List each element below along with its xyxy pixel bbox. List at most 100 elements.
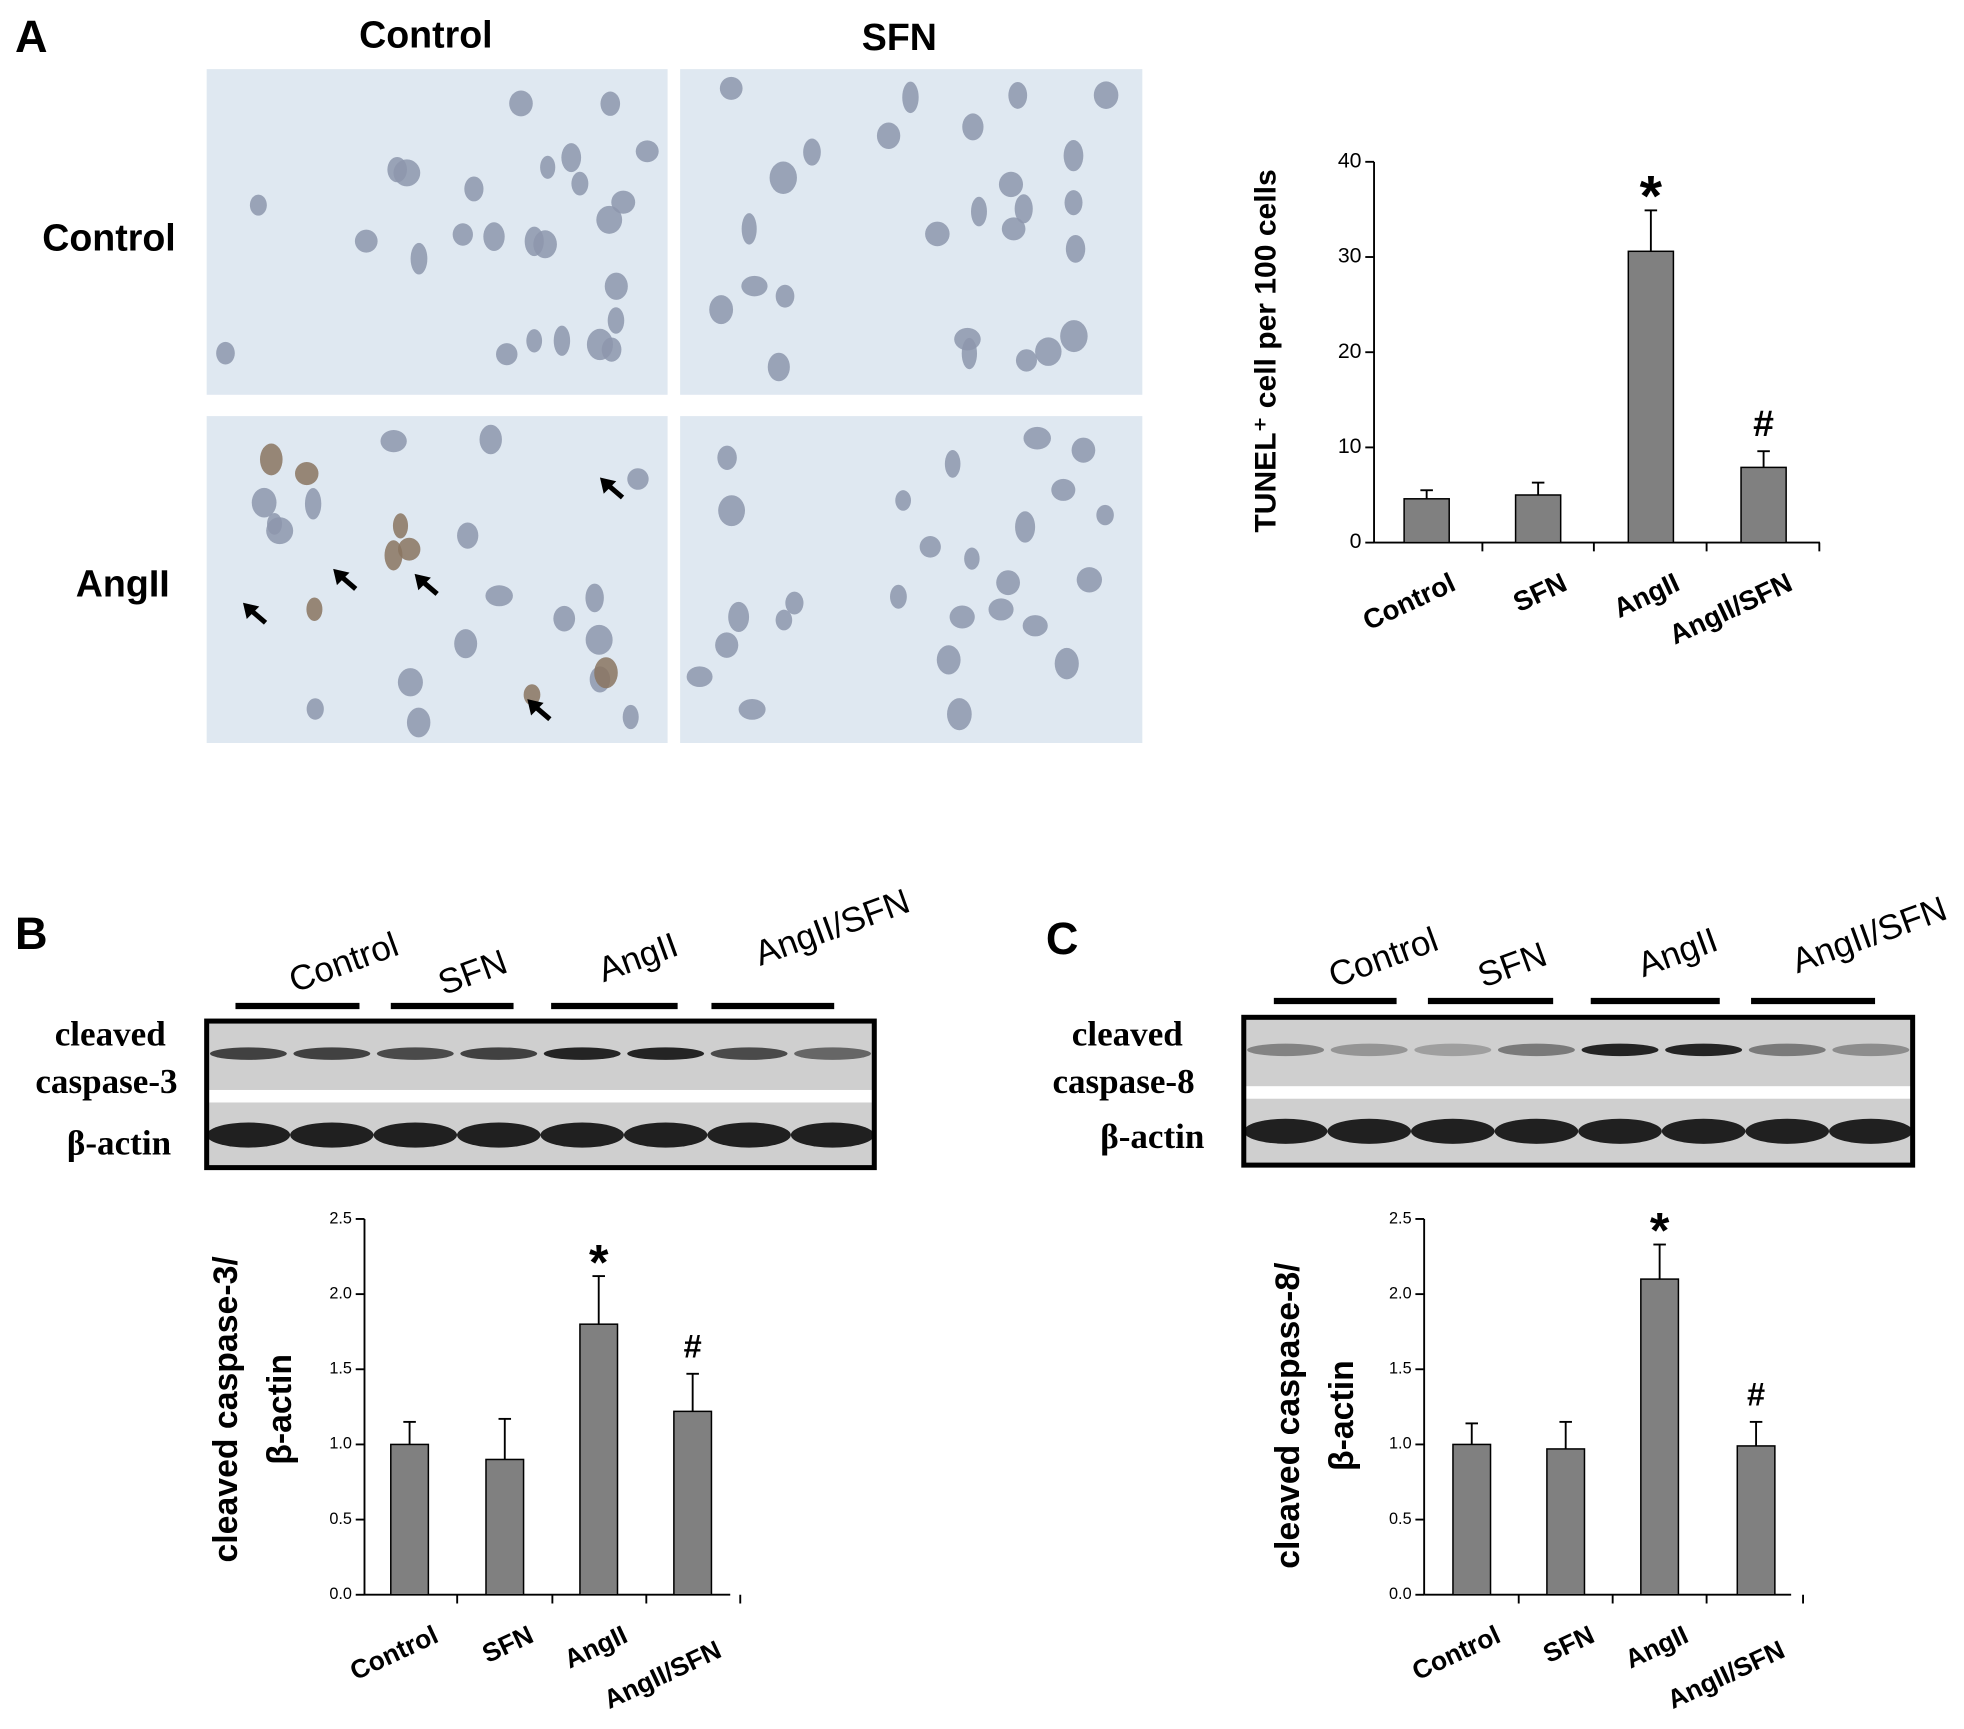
nucleus bbox=[1064, 190, 1083, 216]
nucleus bbox=[600, 91, 621, 116]
nucleus bbox=[553, 605, 576, 632]
y-tick-label: 2.5 bbox=[329, 1209, 352, 1227]
significance-marker: # bbox=[684, 1328, 702, 1364]
nucleus bbox=[1015, 349, 1038, 372]
arrow-head bbox=[414, 573, 431, 591]
nucleus bbox=[266, 517, 294, 545]
nucleus bbox=[803, 138, 821, 166]
band bbox=[1330, 1043, 1408, 1057]
nucleus bbox=[304, 488, 322, 520]
bar bbox=[1546, 1448, 1586, 1596]
nucleus bbox=[397, 537, 421, 561]
y-tick-label: 0.0 bbox=[329, 1585, 352, 1603]
y-tick-label: 2.0 bbox=[1389, 1284, 1412, 1302]
panel-label: A bbox=[15, 11, 48, 62]
nucleus bbox=[919, 536, 941, 558]
nucleus bbox=[998, 171, 1024, 198]
nucleus bbox=[1071, 437, 1096, 463]
x-tick-label: AngII bbox=[1609, 567, 1685, 624]
lane-label: Control bbox=[1324, 920, 1444, 995]
lane-label: Control bbox=[284, 925, 404, 1000]
nucleus bbox=[944, 450, 961, 478]
significance-marker: # bbox=[1747, 1376, 1765, 1412]
nucleus bbox=[971, 196, 987, 227]
nucleus bbox=[410, 242, 428, 275]
nucleus bbox=[216, 341, 235, 365]
nucleus bbox=[249, 194, 267, 216]
panel-label: B bbox=[15, 908, 48, 959]
nucleus bbox=[607, 307, 625, 334]
nucleus bbox=[1065, 234, 1086, 263]
bar bbox=[1514, 494, 1562, 544]
nucleus bbox=[553, 325, 571, 356]
band bbox=[1665, 1043, 1743, 1057]
nucleus bbox=[533, 230, 557, 259]
nucleus bbox=[604, 272, 628, 300]
nucleus bbox=[1076, 567, 1103, 593]
band bbox=[1327, 1118, 1411, 1144]
nucleus bbox=[622, 704, 639, 730]
nucleus bbox=[925, 221, 950, 247]
y-tick-label: 2.0 bbox=[329, 1284, 352, 1302]
nucleus bbox=[964, 547, 980, 570]
nucleus bbox=[259, 443, 283, 476]
x-tick-label: Control bbox=[1407, 1619, 1504, 1686]
significance-marker: # bbox=[1753, 402, 1774, 444]
x-tick-label: Control bbox=[1358, 567, 1460, 636]
band bbox=[710, 1047, 788, 1060]
arrow-head bbox=[599, 477, 617, 494]
nucleus bbox=[1022, 615, 1048, 637]
nucleus bbox=[485, 585, 513, 607]
nucleus bbox=[902, 81, 919, 114]
nucleus bbox=[1096, 504, 1114, 526]
y-tick-label: 2.5 bbox=[1389, 1209, 1412, 1227]
nucleus bbox=[1014, 194, 1033, 224]
bar bbox=[485, 1458, 525, 1596]
lane-label: AngII/SFN bbox=[1787, 889, 1952, 981]
nucleus bbox=[1008, 82, 1028, 109]
band bbox=[1748, 1043, 1826, 1057]
arrow-head bbox=[242, 602, 260, 619]
column-label: Control bbox=[359, 14, 493, 56]
blot-label: caspase-8 bbox=[1052, 1062, 1194, 1101]
nucleus bbox=[949, 605, 975, 629]
bar bbox=[1740, 466, 1787, 544]
y-tick-label: 30 bbox=[1338, 244, 1362, 268]
nucleus bbox=[397, 668, 423, 697]
band bbox=[1581, 1043, 1659, 1057]
lane-label: AngII bbox=[593, 925, 683, 990]
band bbox=[790, 1122, 875, 1148]
micrograph bbox=[680, 416, 1143, 744]
nucleus bbox=[741, 213, 757, 245]
band bbox=[373, 1122, 458, 1148]
nucleus bbox=[496, 343, 518, 366]
lane-label: SFN bbox=[433, 942, 512, 1003]
y-tick-label: 1.0 bbox=[1389, 1435, 1412, 1453]
nucleus bbox=[596, 205, 623, 234]
y-tick-label: 0.0 bbox=[1389, 1585, 1412, 1603]
y-axis-label: cleaved caspase-8/ bbox=[1269, 1262, 1307, 1569]
nucleus bbox=[585, 583, 604, 613]
blot-label: β-actin bbox=[67, 1123, 171, 1162]
nucleus bbox=[1001, 217, 1026, 241]
nucleus bbox=[483, 222, 505, 251]
lane-label: AngII/SFN bbox=[750, 882, 915, 974]
band bbox=[794, 1047, 871, 1060]
nucleus bbox=[686, 666, 713, 687]
nucleus bbox=[251, 487, 277, 518]
band bbox=[1414, 1043, 1492, 1057]
nucleus bbox=[741, 275, 768, 297]
nucleus bbox=[295, 462, 319, 486]
bar bbox=[390, 1443, 430, 1596]
y-axis-label: cleaved caspase-3/ bbox=[207, 1256, 245, 1563]
bar bbox=[1736, 1445, 1776, 1596]
lane-label: SFN bbox=[1473, 935, 1552, 996]
nucleus bbox=[1023, 426, 1051, 450]
nucleus bbox=[785, 591, 804, 615]
nucleus bbox=[561, 143, 582, 173]
nucleus bbox=[895, 490, 911, 511]
nucleus bbox=[728, 601, 750, 633]
blot-label: cleaved bbox=[55, 1014, 166, 1053]
y-tick-label: 1.5 bbox=[329, 1360, 352, 1378]
row-label: AngII bbox=[76, 562, 170, 604]
